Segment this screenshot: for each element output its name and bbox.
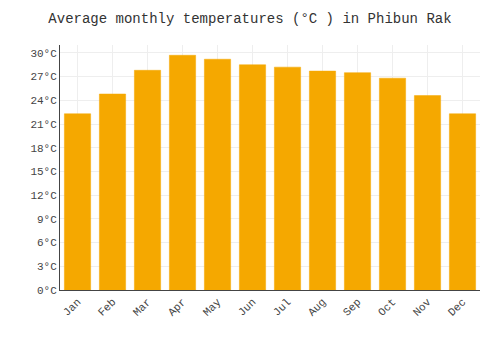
svg-text:0°C: 0°C: [37, 285, 57, 297]
svg-text:Mar: Mar: [131, 296, 153, 318]
svg-text:Average monthly temperatures (: Average monthly temperatures (°C ) in Ph…: [48, 11, 451, 27]
svg-text:Jun: Jun: [236, 296, 258, 318]
svg-text:30°C: 30°C: [30, 48, 57, 60]
svg-text:27°C: 27°C: [30, 71, 57, 83]
svg-text:Apr: Apr: [166, 296, 188, 318]
svg-text:18°C: 18°C: [30, 143, 57, 155]
svg-text:6°C: 6°C: [37, 237, 57, 249]
svg-text:3°C: 3°C: [37, 261, 57, 273]
svg-text:24°C: 24°C: [30, 95, 57, 107]
svg-text:21°C: 21°C: [30, 119, 57, 131]
svg-text:12°C: 12°C: [30, 190, 57, 202]
svg-text:Jul: Jul: [271, 296, 293, 318]
svg-text:Aug: Aug: [306, 296, 328, 318]
svg-text:15°C: 15°C: [30, 166, 57, 178]
svg-text:May: May: [201, 296, 224, 319]
svg-text:Nov: Nov: [411, 296, 434, 319]
svg-text:Jan: Jan: [61, 296, 83, 318]
svg-text:Sep: Sep: [341, 296, 363, 318]
svg-text:Oct: Oct: [376, 296, 398, 318]
svg-text:Dec: Dec: [446, 296, 468, 318]
svg-text:Feb: Feb: [96, 296, 118, 318]
svg-text:9°C: 9°C: [37, 214, 57, 226]
